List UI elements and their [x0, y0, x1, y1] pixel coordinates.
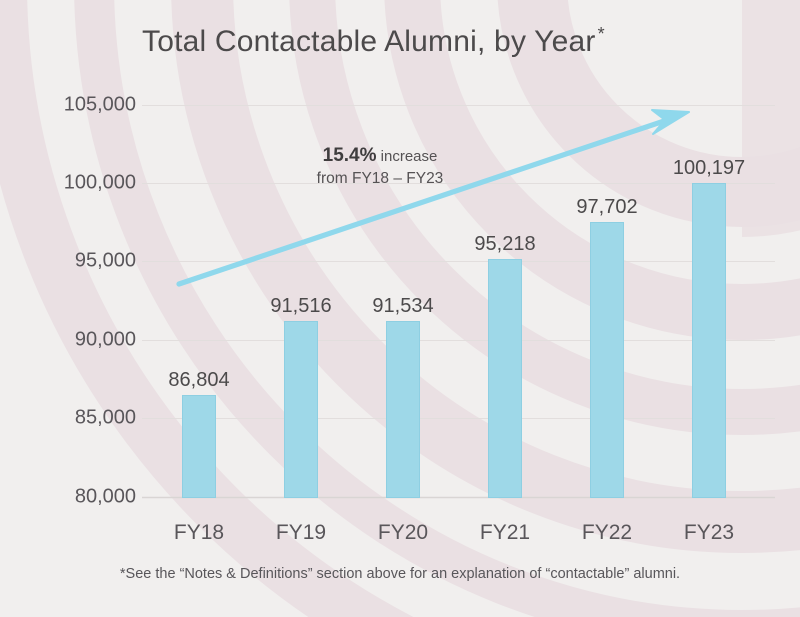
- y-axis-tick-85000: 85,000: [74, 406, 136, 429]
- chart-title-text: Total Contactable Alumni, by Year: [142, 25, 596, 58]
- y-axis-tick-80000: 80,000: [74, 485, 136, 508]
- bar-value-fy21: 95,218: [474, 233, 536, 255]
- y-axis-tick-105000: 105,000: [63, 93, 136, 116]
- x-axis-tick-fy23: FY23: [683, 521, 735, 544]
- chart-title: Total Contactable Alumni, by Year *: [142, 24, 605, 59]
- bar-fy19: [284, 321, 318, 498]
- x-axis-tick-fy22: FY22: [581, 521, 633, 544]
- growth-percent: 15.4%: [322, 145, 377, 166]
- growth-word: increase: [376, 148, 438, 165]
- bar-fy21: [488, 259, 522, 498]
- bar-fy20: [386, 321, 420, 498]
- bar-value-fy22: 97,702: [576, 196, 638, 218]
- bar-fy23: [692, 183, 726, 498]
- bar-value-fy19: 91,516: [270, 295, 332, 317]
- bar-value-fy20: 91,534: [372, 295, 434, 317]
- bar-value-fy23: 100,197: [672, 157, 746, 179]
- y-axis-tick-100000: 100,000: [63, 171, 136, 194]
- y-axis-tick-95000: 95,000: [74, 249, 136, 272]
- bar-value-fy18: 86,804: [168, 369, 230, 391]
- x-axis-tick-fy21: FY21: [479, 521, 531, 544]
- y-axis-tick-90000: 90,000: [74, 328, 136, 351]
- x-axis-tick-fy19: FY19: [275, 521, 327, 544]
- growth-annotation: 15.4% increase from FY18 – FY23: [290, 143, 470, 190]
- x-axis-tick-fy18: FY18: [173, 521, 225, 544]
- bar-fy22: [590, 222, 624, 498]
- x-axis-tick-fy20: FY20: [377, 521, 429, 544]
- growth-range: from FY18 – FY23: [316, 170, 444, 188]
- title-asterisk: *: [597, 24, 605, 44]
- bar-fy18: [182, 395, 216, 498]
- chart-footnote: *See the “Notes & Definitions” section a…: [119, 566, 681, 582]
